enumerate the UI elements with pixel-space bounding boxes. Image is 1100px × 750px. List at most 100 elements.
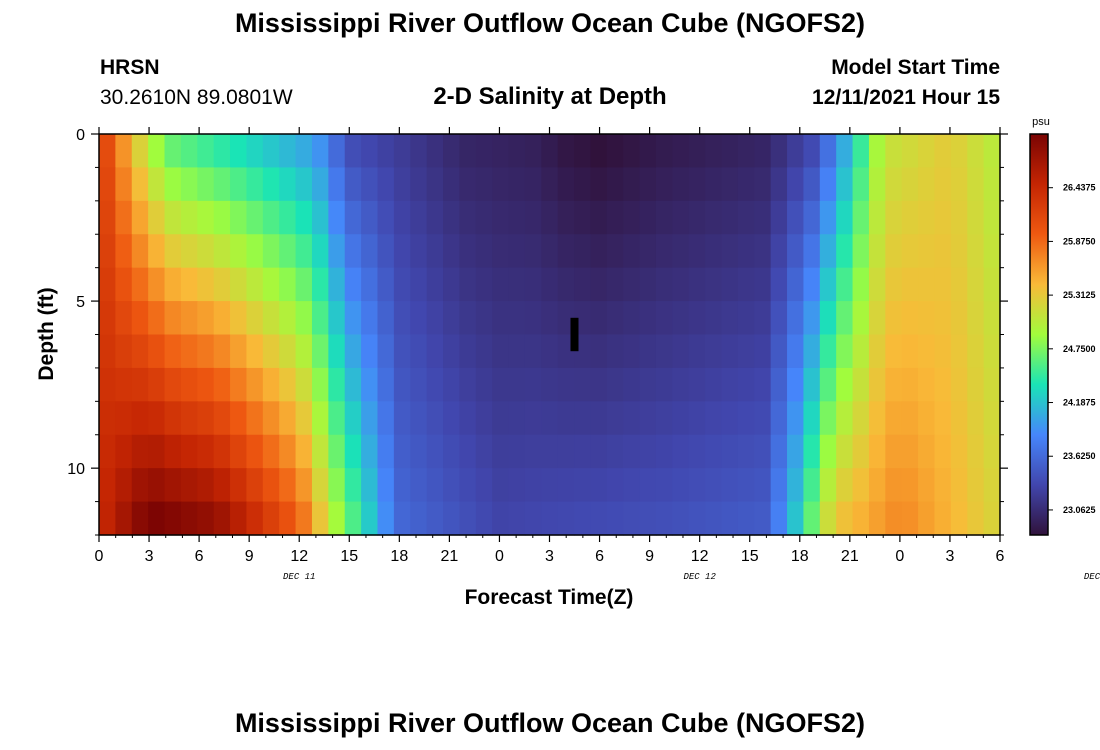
heatmap-cell <box>688 301 706 336</box>
heatmap-cell <box>377 267 395 302</box>
heatmap-cell <box>934 367 952 402</box>
heatmap-cell <box>852 501 870 536</box>
heatmap-cell <box>377 434 395 469</box>
heatmap-cell <box>721 234 739 269</box>
heatmap-cell <box>754 134 772 169</box>
heatmap-cell <box>426 468 444 503</box>
heatmap-cell <box>721 367 739 402</box>
heatmap-cell <box>819 301 837 336</box>
heatmap-cell <box>950 134 968 169</box>
heatmap-cell <box>934 434 952 469</box>
heatmap-cell <box>606 134 624 169</box>
heatmap-cell <box>754 501 772 536</box>
heatmap-cell <box>950 468 968 503</box>
heatmap-cell <box>164 234 182 269</box>
heatmap-cell <box>524 234 542 269</box>
heatmap-cell <box>197 301 215 336</box>
heatmap-cell <box>590 468 608 503</box>
heatmap-cell <box>311 234 329 269</box>
heatmap-cell <box>623 434 641 469</box>
heatmap-cell <box>148 367 166 402</box>
heatmap-cell <box>99 334 116 369</box>
heatmap-cell <box>655 468 673 503</box>
heatmap-cell <box>885 334 903 369</box>
heatmap-cell <box>492 468 510 503</box>
heatmap-cell <box>148 501 166 536</box>
heatmap-cell <box>639 334 657 369</box>
heatmap-cell <box>852 134 870 169</box>
heatmap-cell <box>868 200 886 235</box>
heatmap-cell <box>737 468 755 503</box>
heatmap-cell <box>901 434 919 469</box>
heatmap-cell <box>885 234 903 269</box>
x-tick-label: 0 <box>895 548 904 565</box>
heatmap-cell <box>672 501 690 536</box>
heatmap-cell <box>836 401 854 436</box>
heatmap-cell <box>524 501 542 536</box>
heatmap-cell <box>836 134 854 169</box>
heatmap-cell <box>705 200 723 235</box>
heatmap-cell <box>541 434 559 469</box>
heatmap-cell <box>967 134 985 169</box>
heatmap-cell <box>983 434 1001 469</box>
heatmap-cell <box>639 134 657 169</box>
heatmap-cell <box>361 234 379 269</box>
heatmap-cell <box>426 334 444 369</box>
heatmap-cell <box>967 401 985 436</box>
heatmap-cell <box>426 501 444 536</box>
heatmap-cell <box>377 134 395 169</box>
heatmap-cell <box>787 167 805 202</box>
heatmap-cell <box>393 200 411 235</box>
heatmap-cell <box>443 167 460 202</box>
heatmap-cell <box>197 167 215 202</box>
heatmap-cell <box>443 267 460 302</box>
heatmap-cell <box>459 334 477 369</box>
heatmap-cell <box>836 334 854 369</box>
heatmap-cell <box>672 134 690 169</box>
heatmap-cell <box>115 134 133 169</box>
heatmap-cell <box>230 234 248 269</box>
heatmap-cell <box>721 134 739 169</box>
heatmap-cell <box>213 134 231 169</box>
heatmap-cell <box>557 501 575 536</box>
heatmap-cell <box>574 434 592 469</box>
heatmap-cell <box>787 200 805 235</box>
heatmap-cell <box>787 334 805 369</box>
heatmap-cell <box>426 401 444 436</box>
x-tick-label: 15 <box>741 548 759 565</box>
heatmap-cell <box>639 434 657 469</box>
heatmap-cell <box>213 301 231 336</box>
heatmap-cell <box>787 234 805 269</box>
heatmap-cell <box>115 167 133 202</box>
heatmap-cell <box>295 468 313 503</box>
heatmap-cell <box>295 434 313 469</box>
heatmap-cell <box>721 167 739 202</box>
heatmap-cell <box>655 501 673 536</box>
heatmap-cell <box>508 200 526 235</box>
heatmap-cell <box>328 301 346 336</box>
heatmap-cell <box>918 367 936 402</box>
heatmap-cell <box>705 401 723 436</box>
heatmap-cell <box>787 301 805 336</box>
heatmap-cell <box>754 367 772 402</box>
heatmap-cell <box>459 468 477 503</box>
heatmap-cell <box>639 501 657 536</box>
day-label: DEC 13 <box>1084 572 1100 582</box>
heatmap-cell <box>246 134 264 169</box>
heatmap-cell <box>623 200 641 235</box>
heatmap-cell <box>967 301 985 336</box>
heatmap-cell <box>852 234 870 269</box>
heatmap-cell <box>328 367 346 402</box>
colorbar-ticks: 26.4375 25.8750 25.3125 24.7500 24.1875 23.62… <box>1048 183 1096 515</box>
heatmap-cell <box>393 234 411 269</box>
heatmap-cell <box>311 267 329 302</box>
heatmap-cell <box>770 334 788 369</box>
heatmap-cell <box>934 468 952 503</box>
heatmap-cell <box>541 334 559 369</box>
heatmap-cell <box>426 367 444 402</box>
heatmap-cell <box>410 234 428 269</box>
heatmap-cell <box>197 200 215 235</box>
heatmap-cell <box>524 434 542 469</box>
heatmap-cell <box>524 301 542 336</box>
heatmap-cell <box>868 401 886 436</box>
